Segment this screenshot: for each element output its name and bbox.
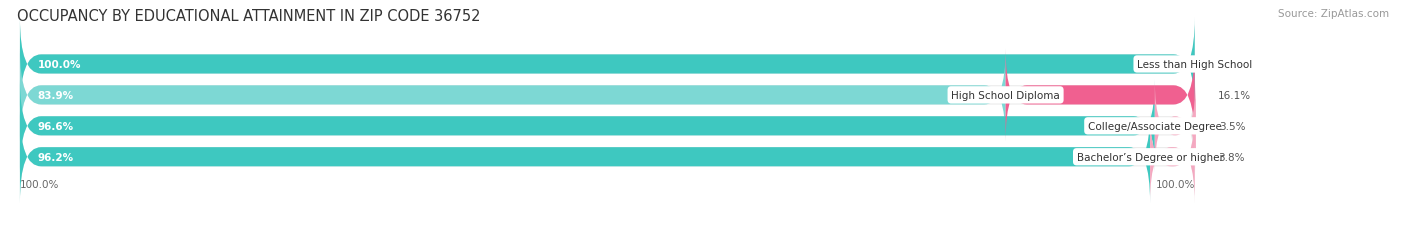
FancyBboxPatch shape xyxy=(20,50,1005,141)
FancyBboxPatch shape xyxy=(1154,80,1197,172)
Text: High School Diploma: High School Diploma xyxy=(952,91,1060,100)
FancyBboxPatch shape xyxy=(1005,50,1195,141)
FancyBboxPatch shape xyxy=(20,111,1195,203)
Text: Less than High School: Less than High School xyxy=(1137,60,1253,70)
Text: 100.0%: 100.0% xyxy=(38,60,82,70)
Legend: Owner-occupied, Renter-occupied: Owner-occupied, Renter-occupied xyxy=(457,229,681,231)
FancyBboxPatch shape xyxy=(20,50,1195,141)
Text: Source: ZipAtlas.com: Source: ZipAtlas.com xyxy=(1278,9,1389,19)
Text: 16.1%: 16.1% xyxy=(1218,91,1251,100)
FancyBboxPatch shape xyxy=(20,19,1195,111)
Text: OCCUPANCY BY EDUCATIONAL ATTAINMENT IN ZIP CODE 36752: OCCUPANCY BY EDUCATIONAL ATTAINMENT IN Z… xyxy=(17,9,481,24)
Text: 100.0%: 100.0% xyxy=(20,179,59,189)
FancyBboxPatch shape xyxy=(20,80,1154,172)
Text: 83.9%: 83.9% xyxy=(38,91,73,100)
FancyBboxPatch shape xyxy=(20,80,1195,172)
FancyBboxPatch shape xyxy=(20,19,1195,111)
Text: College/Associate Degree: College/Associate Degree xyxy=(1088,121,1222,131)
FancyBboxPatch shape xyxy=(20,111,1150,203)
Text: 96.2%: 96.2% xyxy=(38,152,73,162)
FancyBboxPatch shape xyxy=(1150,111,1195,203)
Text: 3.8%: 3.8% xyxy=(1218,152,1244,162)
Text: Bachelor’s Degree or higher: Bachelor’s Degree or higher xyxy=(1077,152,1223,162)
Text: 96.6%: 96.6% xyxy=(38,121,73,131)
Text: 100.0%: 100.0% xyxy=(1156,179,1195,189)
Text: 3.5%: 3.5% xyxy=(1219,121,1246,131)
